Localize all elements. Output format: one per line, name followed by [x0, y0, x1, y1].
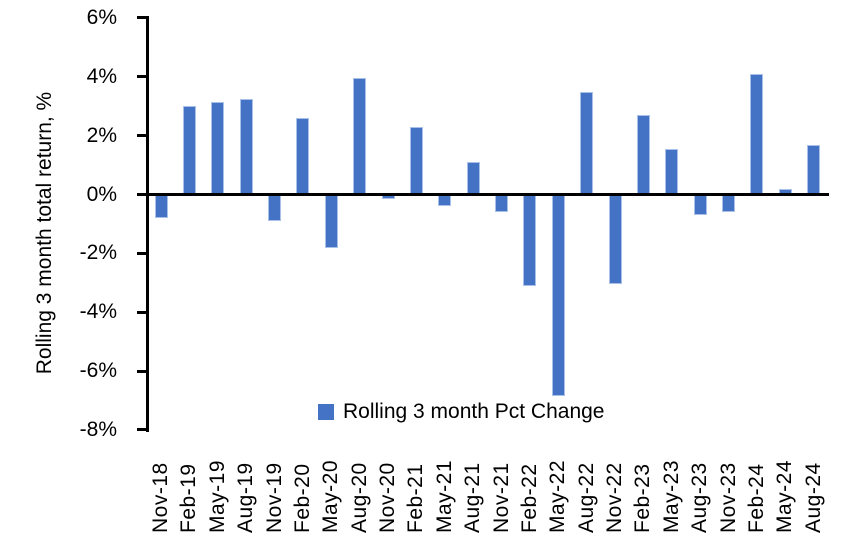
x-tick-label-Nov-22: Nov-22: [603, 462, 626, 533]
x-tick-label-Aug-21: Aug-21: [461, 462, 485, 533]
x-tick-label-Feb-21: Feb-21: [404, 463, 428, 533]
y-tick-label: -2%: [79, 241, 117, 265]
y-axis-tick: [137, 428, 146, 432]
x-tick-label-Feb-20: Feb-20: [290, 463, 314, 533]
y-tick-label: -4%: [79, 300, 117, 324]
x-tick-label-Nov-21: Nov-21: [489, 462, 513, 533]
legend: Rolling 3 month Pct Change: [318, 400, 605, 424]
bar-Nov-19: [268, 194, 281, 221]
x-tick-label-May-20: May-20: [319, 459, 343, 533]
x-tick-label-Aug-24: Aug-24: [801, 462, 825, 533]
bar-May-21: [438, 194, 452, 207]
bar-Aug-20: [353, 78, 367, 195]
y-axis-tick: [137, 75, 146, 79]
bar-Aug-23: [693, 194, 707, 216]
x-tick-label-Nov-19: Nov-19: [262, 462, 286, 533]
bar-May-20: [324, 194, 338, 248]
bar-May-22: [551, 194, 565, 397]
x-tick-label-Feb-23: Feb-23: [631, 463, 655, 533]
x-tick-label-May-22: May-22: [546, 459, 570, 533]
bar-Nov-22: [608, 194, 622, 285]
x-tick-label-May-23: May-23: [659, 459, 683, 533]
x-tick-label-May-19: May-19: [205, 459, 229, 533]
x-tick-label-Nov-18: Nov-18: [149, 462, 172, 533]
bar-Aug-22: [580, 91, 594, 195]
x-tick-label-Aug-20: Aug-20: [347, 462, 371, 533]
bar-Nov-18: [154, 194, 168, 218]
bar-Feb-24: [750, 73, 764, 195]
bar-May-23: [665, 148, 679, 195]
bar-Aug-24: [807, 144, 821, 195]
bar-May-19: [211, 101, 225, 195]
bar-Feb-21: [409, 126, 423, 195]
y-axis-tick: [137, 251, 146, 255]
y-tick-label: 6%: [86, 5, 117, 29]
x-tick-label-May-24: May-24: [773, 459, 797, 533]
x-tick-label-Feb-24: Feb-24: [744, 463, 768, 533]
x-tick-label-Feb-22: Feb-22: [517, 463, 541, 533]
bar-Feb-22: [523, 194, 537, 286]
x-tick-label-Aug-19: Aug-19: [234, 462, 258, 533]
y-axis-tick: [137, 193, 146, 196]
y-tick-label: -6%: [79, 359, 117, 383]
x-tick-label-Feb-19: Feb-19: [177, 463, 201, 533]
y-axis-tick: [137, 16, 146, 20]
y-axis-tick: [137, 134, 146, 138]
legend-label: Rolling 3 month Pct Change: [343, 400, 605, 423]
legend-swatch-icon: [318, 404, 334, 420]
x-tick-label-May-21: May-21: [432, 459, 456, 533]
y-axis-tick: [137, 310, 146, 314]
x-tick-label-Aug-22: Aug-22: [574, 462, 598, 533]
y-tick-label: 2%: [86, 123, 117, 147]
bar-Nov-21: [495, 194, 508, 213]
x-tick-label-Aug-23: Aug-23: [688, 462, 712, 533]
x-axis-zero-line: [146, 193, 829, 196]
bar-Feb-19: [182, 106, 196, 195]
y-axis-tick: [137, 369, 146, 373]
y-tick-label: 0%: [86, 182, 117, 206]
bar-Aug-19: [239, 98, 253, 195]
y-tick-label: 4%: [86, 64, 117, 88]
y-axis-line: [146, 16, 149, 432]
bar-Nov-23: [722, 194, 735, 213]
bar-Feb-20: [296, 118, 310, 195]
y-tick-label: -8%: [79, 417, 117, 441]
bar-Feb-23: [636, 115, 650, 195]
x-tick-label-Nov-20: Nov-20: [376, 462, 399, 533]
bar-Aug-21: [466, 162, 480, 195]
x-tick-label-Nov-23: Nov-23: [716, 462, 740, 533]
